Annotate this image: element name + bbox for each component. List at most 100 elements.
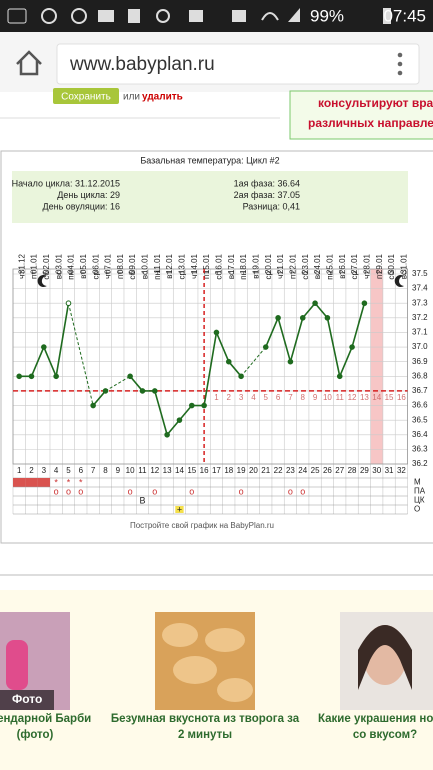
- promo-box[interactable]: [289, 90, 433, 140]
- ad-caption[interactable]: Безумная вкуснота из творога за: [111, 713, 300, 725]
- promo-line[interactable]: различных направлен: [308, 116, 433, 130]
- info-box: [12, 171, 408, 223]
- day-number: 15: [187, 466, 196, 475]
- mark-bg: [175, 506, 184, 513]
- data-point: [349, 344, 355, 350]
- line-segment: [67, 303, 94, 406]
- weekday-label: пт: [375, 271, 384, 279]
- line-segment: [30, 346, 45, 377]
- delete-link[interactable]: удалить: [142, 92, 183, 103]
- x-tick-label: 12.01: [165, 253, 174, 274]
- weekday-label: вс: [227, 271, 236, 279]
- day-number: 28: [348, 466, 357, 475]
- promo-line[interactable]: консультируют врач: [318, 96, 433, 110]
- data-point: [238, 373, 244, 380]
- x-tick-label: 26.01: [338, 253, 347, 274]
- save-button[interactable]: [53, 88, 119, 104]
- ad-caption[interactable]: со вкусом?: [353, 729, 417, 741]
- ad-caption[interactable]: (фото): [17, 729, 54, 741]
- line-segment: [215, 332, 230, 363]
- phase-day: 11: [336, 393, 345, 402]
- weekday-label: пт: [289, 271, 298, 279]
- data-point: [90, 402, 96, 409]
- weekday-label: сб: [215, 271, 224, 280]
- ad-caption[interactable]: 2 минуты: [178, 729, 232, 741]
- weekday-label: чт: [363, 271, 372, 279]
- x-tick-label: 23.01: [301, 253, 310, 274]
- x-tick-label: 31.12: [17, 253, 26, 274]
- x-tick-label: 17.01: [227, 253, 236, 274]
- cell-mark: о: [128, 486, 133, 496]
- weekday-label: пн: [326, 271, 335, 280]
- weekday-label: пт: [30, 271, 39, 279]
- day-number: 6: [79, 466, 84, 475]
- ad-caption[interactable]: легендарной Барби: [0, 713, 91, 725]
- x-tick-label: 18.01: [239, 253, 248, 274]
- x-tick-label: 09.01: [128, 253, 137, 274]
- ad-caption[interactable]: Какие украшения носят: [318, 713, 433, 725]
- weekday-label: вт: [165, 271, 174, 279]
- x-tick-label: 06.01: [91, 253, 100, 274]
- ad-badge-bg: [0, 690, 54, 710]
- line-segment: [289, 317, 304, 362]
- chart-title: Базальная температура: Цикл #2: [140, 155, 279, 165]
- info-line: Начало цикла: 31.12.2015: [12, 178, 120, 188]
- line-segment: [240, 346, 267, 377]
- x-tick-label: 25.01: [326, 253, 335, 274]
- menu-button[interactable]: [397, 52, 403, 76]
- x-tick-label: 08.01: [116, 253, 125, 274]
- weekday-label: сб: [42, 271, 51, 280]
- x-tick-label: 01.01: [30, 253, 39, 274]
- clock: 07:45: [383, 6, 426, 25]
- line-segment: [154, 390, 168, 435]
- filled-cell: [37, 478, 50, 487]
- x-tick-label: 07.01: [104, 253, 113, 274]
- home-button[interactable]: [16, 50, 42, 76]
- x-tick-label: 31.01: [400, 253, 409, 274]
- weekday-label: пн: [67, 271, 76, 280]
- weekday-label: пн: [239, 271, 248, 280]
- plot-border: [12, 268, 408, 465]
- weekday-label: пн: [153, 271, 162, 280]
- y-tick-label: 37.0: [412, 342, 428, 351]
- ads: легендарной Барби (фото) Безумная вкуснота…: [0, 713, 433, 741]
- weekday-label: пт: [116, 271, 125, 279]
- day-number: 25: [311, 466, 320, 475]
- x-tick-label: 21.01: [276, 253, 285, 274]
- y-tick-label: 36.7: [412, 386, 428, 395]
- weekday-label: вт: [252, 271, 261, 279]
- info-line: 2ая фаза: 37.05: [234, 190, 300, 200]
- day-number: 2: [29, 466, 34, 475]
- line-segment: [326, 317, 341, 377]
- x-tick-label: 04.01: [67, 253, 76, 274]
- url-box[interactable]: [56, 43, 420, 85]
- day-number: 29: [360, 466, 369, 475]
- save-button-label[interactable]: Сохранить: [61, 92, 111, 103]
- day-number: 20: [249, 466, 258, 475]
- phase-day: 4: [251, 393, 256, 402]
- phase-day: 15: [385, 393, 394, 402]
- day-number: 3: [42, 466, 47, 475]
- y-tick-label: 36.5: [412, 415, 428, 424]
- info-line: День цикла: 29: [57, 190, 120, 200]
- url[interactable]: www.babyplan.ru: [69, 54, 215, 75]
- line-segment: [339, 346, 353, 377]
- chart-footer[interactable]: Постройте свой график на BabyPlan.ru: [130, 521, 274, 530]
- weekday-label: вс: [400, 271, 409, 279]
- or-text: или: [123, 92, 140, 103]
- weekday-label: чт: [190, 271, 199, 279]
- row-label: ЦК: [414, 496, 425, 505]
- y-tick-label: 36.9: [412, 357, 428, 366]
- line-segment: [92, 390, 107, 407]
- line-segment: [43, 346, 57, 377]
- moon-icon: [37, 275, 47, 288]
- x-tick-label: 13.01: [178, 253, 187, 274]
- day-number: 18: [224, 466, 233, 475]
- x-tick-label: 27.01: [350, 253, 359, 274]
- data-point: [262, 344, 269, 350]
- weekday-label: вс: [54, 271, 63, 279]
- weekday-label: ср: [264, 270, 273, 279]
- info-line: День овуляции: 16: [43, 201, 121, 211]
- x-tick-label: 15.01: [202, 253, 211, 274]
- cell-mark: *: [79, 477, 83, 487]
